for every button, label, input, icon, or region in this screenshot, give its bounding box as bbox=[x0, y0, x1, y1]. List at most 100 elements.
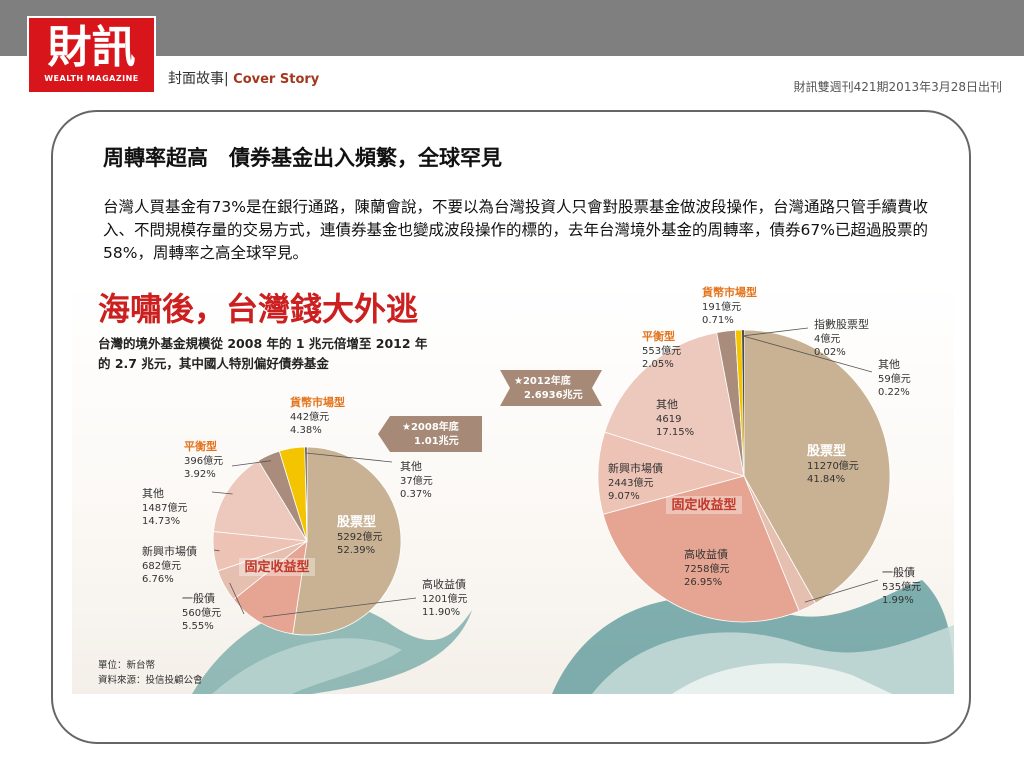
pie2008-leader-5 bbox=[231, 460, 272, 467]
infographic-subtitle-line1: 台灣的境外基金規模從 2008 年的 1 兆元倍增至 2012 年 bbox=[98, 336, 428, 351]
pie2012-leader-7 bbox=[741, 327, 809, 337]
pie2008-label-3: 新興市場債 bbox=[142, 544, 197, 558]
pie2012-slice-8 bbox=[741, 329, 745, 477]
pie2012-slice-3 bbox=[597, 431, 746, 515]
fixed-income-label-2008: 固定收益型 bbox=[244, 559, 309, 575]
pie2012-percent-5: 2.05% bbox=[642, 359, 674, 370]
pie2008-leader-3 bbox=[213, 549, 220, 552]
pie2008-slice-7 bbox=[304, 446, 308, 542]
pie2008-percent-2: 5.55% bbox=[182, 621, 214, 632]
tag-2012: ★2012年底 2.6936兆元 bbox=[500, 370, 602, 406]
top-banner bbox=[0, 0, 1024, 56]
pie2008-percent-1: 11.90% bbox=[422, 607, 460, 618]
pie2008-leader-1 bbox=[262, 597, 417, 618]
section-name-zh: 封面故事 bbox=[168, 71, 224, 87]
pie2012-value-2: 7258億元 bbox=[684, 562, 729, 575]
pie2008-value-3: 682億元 bbox=[142, 559, 181, 572]
pie2008-percent-7: 0.37% bbox=[400, 489, 432, 500]
pie2012-label-0: 股票型 bbox=[807, 443, 846, 459]
pie2008-label-4: 其他 bbox=[142, 487, 164, 500]
pie2012-value-5: 553億元 bbox=[642, 344, 681, 357]
pie2008-value-0: 5292億元 bbox=[337, 530, 382, 543]
infographic: 海嘯後，台灣錢大外逃 台灣的境外基金規模從 2008 年的 1 兆元倍增至 20… bbox=[72, 280, 954, 694]
pie2008-value-2: 560億元 bbox=[182, 606, 221, 619]
pie2012-percent-3: 9.07% bbox=[608, 491, 640, 502]
pie2008-percent-3: 6.76% bbox=[142, 574, 174, 585]
pie2012-leader-8 bbox=[742, 335, 873, 373]
pie2008-leader-7 bbox=[305, 452, 393, 463]
pie2012-leader-1 bbox=[804, 579, 879, 603]
issue-info: 財訊雙週刊421期2013年3月28日出刊 bbox=[793, 80, 1002, 94]
section-name-en: Cover Story bbox=[233, 72, 320, 87]
pie2012-percent-7: 0.02% bbox=[814, 347, 846, 358]
pie2008-percent-5: 3.92% bbox=[184, 469, 216, 480]
pie2012-value-0: 11270億元 bbox=[807, 459, 859, 472]
pie2012-value-8: 59億元 bbox=[878, 372, 911, 385]
section-tag: 封面故事| Cover Story bbox=[168, 68, 319, 88]
pie2008-label-1: 高收益債 bbox=[422, 577, 466, 591]
pie2012-label-6: 貨幣市場型 bbox=[702, 285, 757, 299]
pie2008-value-7: 37億元 bbox=[400, 474, 433, 487]
pie2012-value-6: 191億元 bbox=[702, 300, 741, 313]
pie2012-label-2: 高收益債 bbox=[684, 547, 728, 561]
pie2012-percent-8: 0.22% bbox=[878, 387, 910, 398]
article-body: 台灣人買基金有73%是在銀行通路，陳蘭會說，不要以為台灣投資人只會對股票基金做波… bbox=[103, 198, 928, 262]
pie2008-value-5: 396億元 bbox=[184, 454, 223, 467]
pie2012-value-4: 4619 bbox=[656, 414, 681, 425]
pie2012-label-1: 一般債 bbox=[882, 565, 915, 579]
wave-illustration bbox=[192, 580, 954, 694]
pie2008-percent-4: 14.73% bbox=[142, 516, 180, 527]
article-headline: 周轉率超高 債券基金出入頻繁，全球罕見 bbox=[103, 146, 502, 170]
pie2012-label-5: 平衡型 bbox=[642, 329, 675, 343]
pie2012-percent-1: 1.99% bbox=[882, 595, 914, 606]
pie2012-percent-6: 0.71% bbox=[702, 315, 734, 326]
tag-2008: ★2008年底 1.01兆元 bbox=[378, 416, 482, 452]
pie2008-slice-0 bbox=[292, 446, 402, 636]
pie2012-slice-2 bbox=[602, 475, 800, 623]
pie2008-label-2: 一般債 bbox=[182, 591, 215, 605]
pie2012-percent-2: 26.95% bbox=[684, 577, 722, 588]
pie2008-percent-6: 4.38% bbox=[290, 425, 322, 436]
pie2008-value-4: 1487億元 bbox=[142, 501, 187, 514]
pie2012-slice-0 bbox=[743, 329, 891, 604]
pie2012-value-1: 535億元 bbox=[882, 580, 921, 593]
footnote-source: 資料來源：投信投顧公會 bbox=[98, 674, 203, 686]
pie2008-slice-1 bbox=[232, 540, 308, 635]
pie2012-label-8: 其他 bbox=[878, 358, 900, 371]
infographic-title: 海嘯後，台灣錢大外逃 bbox=[98, 290, 418, 328]
pie2008-leader-2 bbox=[229, 582, 245, 615]
pie2012-value-3: 2443億元 bbox=[608, 476, 653, 489]
pie2008-value-6: 442億元 bbox=[290, 410, 329, 423]
tag-2012-title: ★2012年底 bbox=[514, 374, 571, 387]
magazine-logo: 財訊 WEALTH MAGAZINE bbox=[27, 16, 156, 94]
tag-2008-title: ★2008年底 bbox=[402, 420, 459, 433]
pie2008-label-0: 股票型 bbox=[337, 514, 376, 530]
pie2012-slice-4 bbox=[604, 332, 745, 477]
section-separator: | bbox=[224, 71, 229, 87]
fixed-income-label-2008-bg bbox=[239, 558, 315, 576]
logo-title: 財訊 bbox=[47, 22, 136, 73]
pie2008-label-7: 其他 bbox=[400, 460, 422, 473]
infographic-subtitle-line2: 的 2.7 兆元，其中國人特別偏好債券基金 bbox=[98, 356, 329, 371]
slice-labels: 股票型5292億元52.39%高收益債1201億元11.90%一般債560億元5… bbox=[142, 285, 921, 632]
tag-2012-total: 2.6936兆元 bbox=[524, 388, 583, 401]
content-frame bbox=[51, 110, 971, 744]
footnote-unit: 單位：新台幣 bbox=[98, 659, 156, 671]
pie2012-percent-0: 41.84% bbox=[807, 474, 845, 485]
pie2008-leader-4 bbox=[211, 491, 233, 495]
pie2008-label-5: 平衡型 bbox=[184, 439, 217, 453]
pie2008-percent-0: 52.39% bbox=[337, 545, 375, 556]
pie2008-value-1: 1201億元 bbox=[422, 592, 467, 605]
pie2012-label-4: 其他 bbox=[656, 398, 678, 411]
pie-chart-2012 bbox=[597, 329, 891, 623]
tag-2008-total: 1.01兆元 bbox=[414, 434, 459, 447]
pie2012-percent-4: 17.15% bbox=[656, 427, 694, 438]
infographic-svg: 海嘯後，台灣錢大外逃 台灣的境外基金規模從 2008 年的 1 兆元倍增至 20… bbox=[98, 285, 954, 694]
pie2008-label-6: 貨幣市場型 bbox=[290, 395, 345, 409]
logo-subtitle: WEALTH MAGAZINE bbox=[44, 74, 139, 83]
pie2012-value-7: 4億元 bbox=[814, 332, 840, 345]
pie-chart-2008 bbox=[212, 446, 402, 636]
fixed-income-label-2012-bg bbox=[666, 496, 742, 514]
pie2012-label-7: 指數股票型 bbox=[814, 317, 869, 331]
pie2012-label-3: 新興市場債 bbox=[608, 461, 663, 475]
